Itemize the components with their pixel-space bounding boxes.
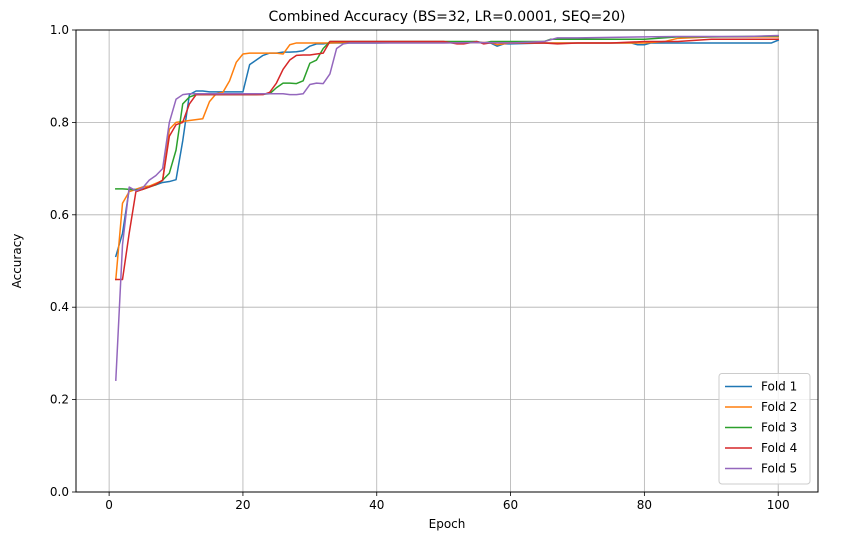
legend-label: Fold 2: [761, 400, 797, 414]
series-line-fold-2: [114, 36, 779, 281]
legend-label: Fold 3: [761, 421, 797, 435]
x-axis-ticks: 0 20 40 60 80 100: [105, 492, 790, 512]
legend-label: Fold 1: [761, 380, 797, 394]
y-tick-label: 0.2: [50, 393, 69, 407]
series-line-fold-3: [115, 35, 779, 191]
y-axis-ticks: 0.0 0.2 0.4 0.6 0.8 1.0: [50, 23, 76, 499]
plot-frame: [75, 29, 819, 493]
y-tick-label: 1.0: [50, 23, 69, 37]
x-axis-label: Epoch: [429, 517, 466, 531]
series-line-fold-5: [115, 34, 779, 381]
x-tick-label: 80: [637, 498, 652, 512]
x-tick-label: 40: [369, 498, 384, 512]
series-lines: [114, 34, 780, 381]
legend-label: Fold 5: [761, 462, 797, 476]
x-tick-label: 20: [235, 498, 250, 512]
series-line-fold-4: [115, 38, 779, 281]
legend-box: [718, 373, 811, 485]
x-tick-label: 100: [767, 498, 790, 512]
y-tick-label: 0.4: [50, 300, 69, 314]
legend-label: Fold 4: [761, 441, 797, 455]
legend: Fold 1 Fold 2 Fold 3 Fold 4 Fold 5: [718, 373, 811, 485]
y-tick-label: 0.6: [50, 208, 69, 222]
y-tick-label: 0.8: [50, 115, 69, 129]
series-line-fold-1: [114, 39, 780, 258]
x-tick-label: 0: [105, 498, 113, 512]
y-tick-label: 0.0: [50, 485, 69, 499]
chart-title: Combined Accuracy (BS=32, LR=0.0001, SEQ…: [269, 9, 626, 25]
y-axis-label: Accuracy: [10, 234, 24, 289]
x-tick-label: 60: [503, 498, 518, 512]
